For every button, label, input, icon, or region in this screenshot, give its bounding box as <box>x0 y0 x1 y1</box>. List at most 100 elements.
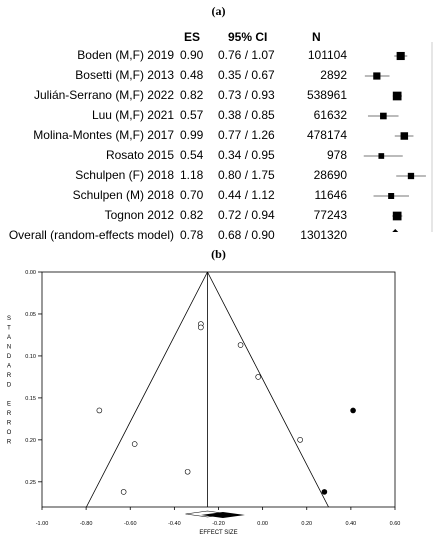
x-tick-label: -0.80 <box>80 521 93 527</box>
study-square <box>378 153 385 159</box>
x-tick-label: 0.00 <box>257 521 268 527</box>
study-name: Overall (random-effects model) <box>8 228 174 242</box>
sample-size: 1301320 <box>300 228 347 242</box>
sample-size: 11646 <box>314 188 347 202</box>
effect-size: 0.90 <box>180 48 204 62</box>
study-row: Schulpen (M) 2018 0.70 0.44 / 1.12 11646 <box>0 188 437 206</box>
observed-point <box>297 437 303 443</box>
observed-point <box>198 324 204 331</box>
study-name: Tognon 2012 <box>104 208 174 222</box>
confidence-interval: 0.77 / 1.26 <box>218 128 275 142</box>
effect-size: 0.57 <box>180 108 204 122</box>
x-tick-label: 0.20 <box>301 521 312 527</box>
sample-size: 77243 <box>313 208 347 222</box>
overall-diamond <box>392 229 399 232</box>
sample-size: 28690 <box>313 168 347 182</box>
funnel-left <box>86 271 208 508</box>
adjusted-summary-diamond <box>200 512 245 518</box>
header-es: ES <box>184 30 201 44</box>
header-ci: 95% CI <box>228 30 268 44</box>
confidence-interval: 0.80 / 1.75 <box>218 168 275 182</box>
study-name: Luu (M,F) 2021 <box>91 108 174 122</box>
sample-size: 101104 <box>307 48 347 62</box>
x-tick-label: -0.60 <box>124 521 137 527</box>
study-row: Tognon 2012 0.82 0.72 / 0.94 77243 <box>0 208 437 226</box>
observed-point <box>131 441 138 447</box>
x-tick-label: -0.40 <box>168 521 181 527</box>
confidence-interval: 0.38 / 0.85 <box>218 108 275 122</box>
study-square <box>392 211 402 221</box>
observed-point <box>237 342 244 348</box>
study-square <box>373 72 381 80</box>
x-axis-label: EFFECT SIZE <box>199 530 237 536</box>
observed-point <box>120 489 127 495</box>
y-axis-label-letter: N <box>7 345 11 351</box>
x-tick-label: 0.60 <box>390 521 401 527</box>
y-tick-label: 0.05 <box>25 312 36 318</box>
study-name: Schulpen (M) 2018 <box>72 188 174 202</box>
y-tick-label: 0.00 <box>25 270 36 276</box>
x-tick-label: 0.40 <box>346 521 357 527</box>
study-name: Molina-Montes (M,F) 2017 <box>33 128 174 142</box>
confidence-interval: 0.73 / 0.93 <box>218 88 275 102</box>
y-axis-label-letter: A <box>7 335 11 341</box>
study-square <box>388 193 395 199</box>
y-axis-label-letter: O <box>7 430 12 436</box>
study-name: Rosato 2015 <box>105 148 174 162</box>
funnel-right <box>207 271 329 508</box>
y-axis-label-letter: A <box>7 364 11 370</box>
y-axis-label-letter: R <box>7 421 12 427</box>
confidence-interval: 0.35 / 0.67 <box>218 68 275 82</box>
plot-frame <box>41 271 396 508</box>
study-row: Julián-Serrano (M,F) 2022 0.82 0.73 / 0.93… <box>0 88 437 106</box>
y-axis-label-letter: D <box>7 354 12 360</box>
effect-size: 0.48 <box>180 68 204 82</box>
effect-size: 0.99 <box>180 128 204 142</box>
sample-size: 978 <box>326 148 347 162</box>
study-name: Bosetti (M,F) 2013 <box>75 68 174 82</box>
x-tick-label: -0.20 <box>212 521 225 527</box>
y-tick-label: 0.20 <box>25 438 36 444</box>
sample-size: 478174 <box>306 128 347 142</box>
study-row: Bosetti (M,F) 2013 0.48 0.35 / 0.67 2892 <box>0 68 437 86</box>
overall-row: Overall (random-effects model) 0.78 0.68 /… <box>0 228 437 246</box>
imputed-point <box>350 407 356 414</box>
forest-marks <box>363 42 433 232</box>
y-tick-label: 0.25 <box>25 480 36 486</box>
panel-b-label: (b) <box>211 247 226 261</box>
y-tick-label: 0.15 <box>25 396 36 402</box>
study-name: Boden (M,F) 2019 <box>77 48 174 62</box>
study-row: Boden (M,F) 2019 0.90 0.76 / 1.07 101104 <box>0 48 437 66</box>
y-axis-label-letter: R <box>7 411 12 417</box>
confidence-interval: 0.44 / 1.12 <box>218 188 275 202</box>
confidence-interval: 0.72 / 0.94 <box>218 208 275 222</box>
study-row: Schulpen (F) 2018 1.18 0.80 / 1.75 28690 <box>0 168 437 186</box>
forest-plot-panel: ES 95% CI N Boden (M,F) 2019 0.90 0.76 / 1… <box>0 22 437 242</box>
effect-size: 0.78 <box>180 228 204 242</box>
imputed-point <box>321 489 328 495</box>
funnel-plot-panel: 0.00 0.05 0.10 0.15 0.20 0.25 -1.00 -0.80 -0.60 -… <box>0 262 437 550</box>
study-name: Julián-Serrano (M,F) 2022 <box>33 88 174 102</box>
study-square <box>400 132 409 140</box>
sample-size: 2892 <box>320 68 347 82</box>
study-square <box>380 112 387 120</box>
study-square <box>407 172 415 180</box>
y-axis-label-letter: T <box>7 326 11 332</box>
confidence-interval: 0.76 / 1.07 <box>218 48 275 62</box>
y-axis-label-letter: D <box>7 383 12 389</box>
x-tick-label: -1.00 <box>36 521 49 527</box>
study-row: Molina-Montes (M,F) 2017 0.99 0.77 / 1.26 4… <box>0 128 437 146</box>
observed-point <box>255 374 262 380</box>
sample-size: 538961 <box>306 88 347 102</box>
observed-point <box>96 407 103 414</box>
study-square <box>396 51 405 61</box>
confidence-interval: 0.34 / 0.95 <box>218 148 275 162</box>
study-name: Schulpen (F) 2018 <box>75 168 174 182</box>
study-row: Luu (M,F) 2021 0.57 0.38 / 0.85 61632 <box>0 108 437 126</box>
effect-size: 0.70 <box>180 188 204 202</box>
y-axis-label-letter: S <box>7 316 11 322</box>
effect-size: 0.82 <box>180 208 204 222</box>
y-tick-label: 0.10 <box>25 354 36 360</box>
y-axis-label-letter: R <box>7 440 12 446</box>
sample-size: 61632 <box>313 108 347 122</box>
